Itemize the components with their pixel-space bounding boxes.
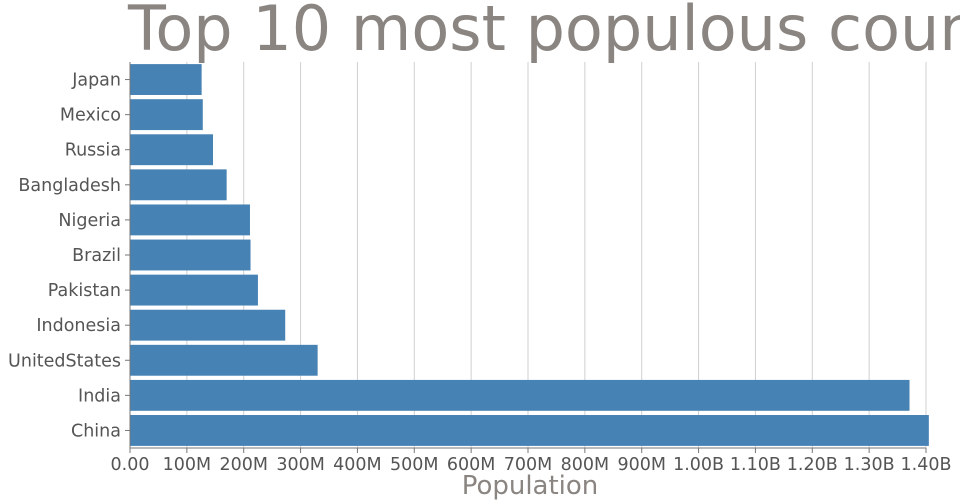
x-tick-label: 1.20B bbox=[787, 455, 838, 475]
y-tick-label: Indonesia bbox=[36, 316, 121, 336]
y-tick-label: Russia bbox=[65, 141, 121, 161]
bar-pakistan[interactable] bbox=[130, 274, 258, 306]
x-axis-title: Population bbox=[462, 471, 599, 500]
x-tick-label: 100M bbox=[163, 455, 212, 475]
y-tick-label: India bbox=[78, 386, 121, 406]
y-tick-label: China bbox=[71, 421, 121, 441]
bar-russia[interactable] bbox=[130, 134, 214, 166]
y-tick-label: Japan bbox=[71, 71, 121, 91]
x-tick-label: 700M bbox=[504, 455, 553, 475]
y-tick-label: Brazil bbox=[72, 246, 121, 266]
x-tick-label: 1.40B bbox=[901, 455, 952, 475]
x-tick-label: 600M bbox=[447, 455, 496, 475]
y-tick-label: Pakistan bbox=[48, 281, 121, 301]
axis-layer: 0.00 100M 200M 300M 400M 500M 600M 700M 800M 900M… bbox=[8, 62, 951, 475]
y-tick-label: Bangladesh bbox=[18, 176, 121, 196]
bar-china[interactable] bbox=[130, 415, 929, 446]
bar-japan[interactable] bbox=[130, 64, 202, 95]
bar-layer bbox=[130, 64, 929, 446]
x-tick-label: 0.00 bbox=[111, 455, 150, 475]
x-tick-label: 400M bbox=[333, 455, 382, 475]
x-tick-label: 900M bbox=[617, 455, 666, 475]
x-tick-label: 1.30B bbox=[844, 455, 895, 475]
y-tick-label: Mexico bbox=[60, 106, 121, 126]
x-tick-label: 1.10B bbox=[730, 455, 781, 475]
x-tick-label: 300M bbox=[276, 455, 325, 475]
y-tick-label: UnitedStates bbox=[8, 351, 121, 371]
chart-title: Top 10 most populous coun bbox=[127, 0, 960, 65]
bar-indonesia[interactable] bbox=[130, 309, 286, 341]
x-tick-label: 800M bbox=[561, 455, 610, 475]
y-tick-label: Nigeria bbox=[58, 211, 121, 231]
x-tick-label: 500M bbox=[390, 455, 439, 475]
x-tick-label: 1.00B bbox=[673, 455, 724, 475]
bar-nigeria[interactable] bbox=[130, 204, 250, 236]
bar-unitedstates[interactable] bbox=[130, 344, 318, 376]
bar-india[interactable] bbox=[130, 379, 910, 411]
bar-bangladesh[interactable] bbox=[130, 169, 227, 201]
bar-mexico[interactable] bbox=[130, 99, 203, 131]
x-tick-label: 200M bbox=[219, 455, 268, 475]
bar-brazil[interactable] bbox=[130, 239, 251, 271]
